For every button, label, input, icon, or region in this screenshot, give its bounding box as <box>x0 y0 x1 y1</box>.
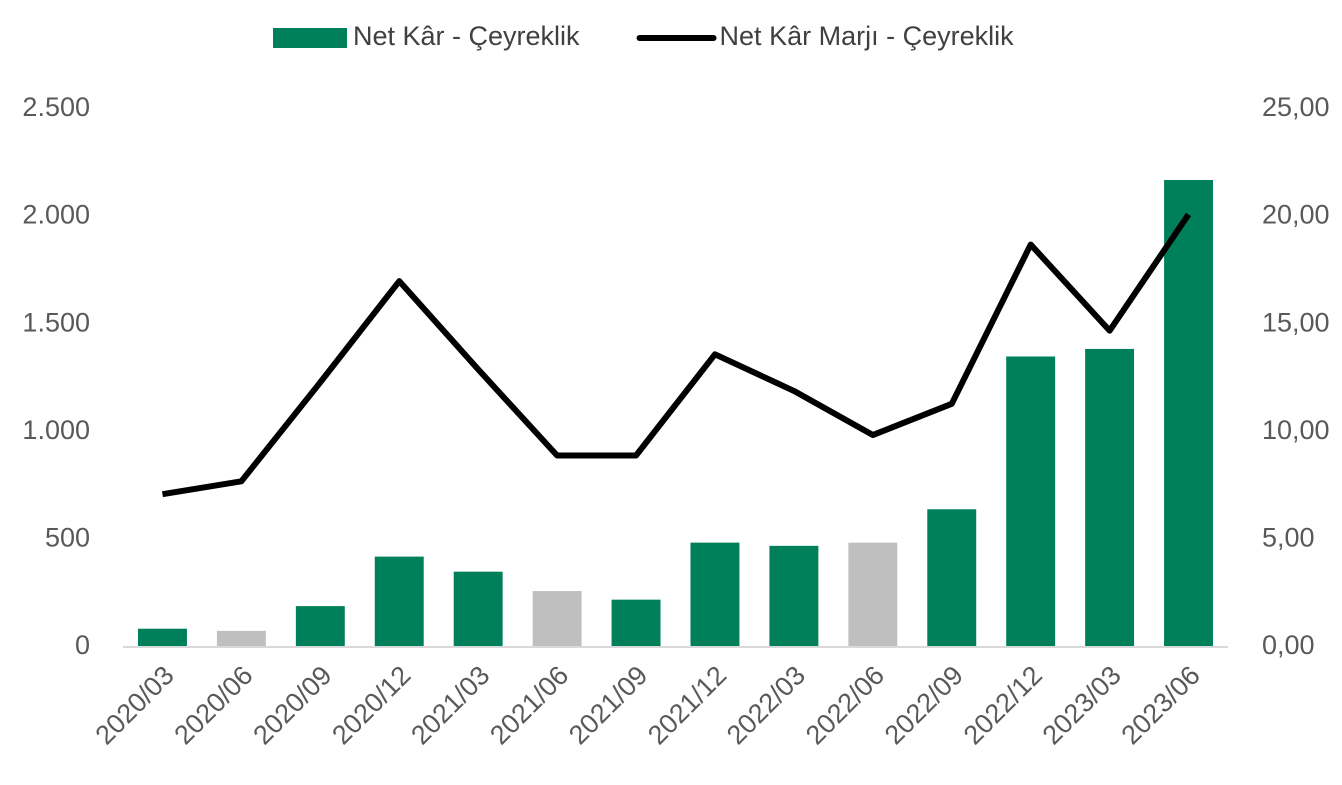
bar <box>453 571 503 647</box>
y2-tick-label: 20,00 <box>1262 200 1330 230</box>
x-tick-label: 2022/09 <box>879 660 969 750</box>
y2-tick-label: 5,00 <box>1262 523 1315 553</box>
legend-label: Net Kâr Marjı - Çeyreklik <box>720 21 1015 51</box>
legend-label: Net Kâr - Çeyreklik <box>353 21 580 51</box>
bar <box>295 606 345 647</box>
bar <box>532 591 582 647</box>
bar <box>848 542 898 647</box>
legend-swatch <box>273 28 347 48</box>
y-tick-label: 500 <box>45 523 90 553</box>
bar <box>690 542 740 647</box>
bar <box>769 545 819 647</box>
x-tick-label: 2020/09 <box>247 660 337 750</box>
x-tick-label: 2020/12 <box>326 660 416 750</box>
x-tick-label: 2023/03 <box>1037 660 1127 750</box>
y-tick-label: 0 <box>75 630 90 660</box>
line <box>161 212 1192 498</box>
y-tick-label: 2.000 <box>22 200 90 230</box>
y2-tick-label: 15,00 <box>1262 307 1330 337</box>
bar <box>1085 348 1135 647</box>
y-tick-label: 2.500 <box>22 92 90 122</box>
bar <box>1164 180 1214 648</box>
x-tick-label: 2021/03 <box>405 660 495 750</box>
x-tick-label: 2022/03 <box>721 660 811 750</box>
legend: Net Kâr - Çeyreklik Net Kâr Marjı - Çeyre… <box>273 21 1014 51</box>
y2-tick-label: 25,00 <box>1262 92 1330 122</box>
bar <box>374 556 424 647</box>
y-tick-label: 1.500 <box>22 307 90 337</box>
x-tick-label: 2021/12 <box>642 660 732 750</box>
bar <box>216 630 266 647</box>
y-tick-label: 1.000 <box>22 415 90 445</box>
x-tick-label: 2021/06 <box>484 660 574 750</box>
x-tick-label: 2020/06 <box>168 660 258 750</box>
bar <box>1006 356 1056 647</box>
y2-tick-label: 0,00 <box>1262 630 1315 660</box>
x-tick-label: 2021/09 <box>563 660 653 750</box>
x-tick-label: 2022/12 <box>958 660 1048 750</box>
bar <box>611 599 661 647</box>
bar <box>137 628 187 647</box>
bar <box>927 509 977 647</box>
x-tick-label: 2023/06 <box>1116 660 1206 750</box>
y2-tick-label: 10,00 <box>1262 415 1330 445</box>
x-tick-label: 2022/06 <box>800 660 890 750</box>
x-tick-label: 2020/03 <box>90 660 180 750</box>
